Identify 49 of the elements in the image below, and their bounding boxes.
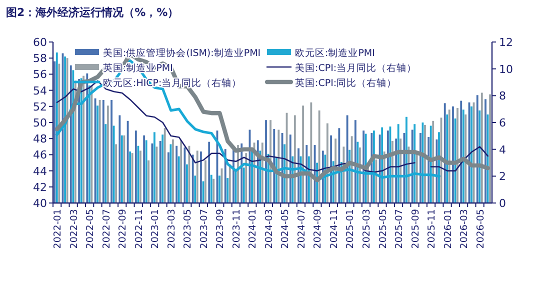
- x-tick-label: 2022-01: [52, 209, 64, 249]
- x-tick-label: 2025-09: [410, 209, 422, 249]
- y-tick-label: 56: [33, 68, 47, 82]
- x-tick-label: 2022-03: [68, 209, 80, 249]
- y-tick-label: 42: [33, 180, 47, 194]
- x-tick-label: 2023-05: [182, 209, 194, 249]
- x-tick-label: 2024-05: [280, 209, 292, 249]
- x-tick-label: 2023-11: [231, 209, 242, 249]
- y2-tick-label: 10: [499, 62, 513, 76]
- x-tick-label: 2022-05: [85, 209, 96, 249]
- y-tick-label: 40: [33, 197, 47, 210]
- y2-tick-label: 12: [499, 36, 513, 49]
- y-tick-label: 52: [33, 100, 47, 114]
- y-tick-label: 54: [33, 84, 47, 98]
- legend-label: 美国:CPI:当月同比（右轴）: [295, 62, 417, 74]
- x-tick-label: 2025-11: [426, 209, 438, 249]
- x-tick-label: 2024-01: [248, 209, 259, 249]
- x-tick-label: 2023-03: [166, 209, 178, 249]
- x-tick-label: 2026-03: [459, 209, 470, 249]
- y2-tick-label: 4: [499, 143, 506, 156]
- x-tick-label: 2022-11: [134, 209, 145, 249]
- legend-label: 英国:CPI:同比（右轴）: [295, 77, 397, 89]
- x-tick-label: 2022-09: [118, 209, 129, 249]
- x-tick-label: 2024-11: [328, 209, 340, 249]
- y-tick-label: 58: [33, 52, 47, 66]
- x-tick-label: 2026-01: [442, 209, 454, 249]
- x-tick-label: 2024-03: [264, 209, 275, 249]
- y2-tick-label: 8: [499, 90, 506, 103]
- x-tick-label: 2025-03: [361, 209, 372, 249]
- y-tick-label: 48: [33, 132, 47, 146]
- y-tick-label: 46: [33, 148, 47, 162]
- y-tick-label: 50: [33, 116, 47, 130]
- x-tick-label: 2023-09: [215, 209, 226, 249]
- y2-tick-label: 2: [499, 170, 506, 184]
- x-tick-label: 2023-07: [198, 209, 210, 249]
- x-tick-label: 2022-07: [101, 209, 112, 249]
- x-tick-label: 2023-01: [150, 209, 162, 249]
- y2-tick-label: 0: [499, 197, 506, 210]
- x-tick-label: 2026-05: [475, 209, 486, 249]
- x-tick-label: 2025-05: [378, 209, 389, 249]
- x-tick-label: 2024-09: [312, 209, 324, 249]
- y-tick-label: 44: [33, 164, 47, 178]
- chart-title: 图2：海外经济运行情况（%，%）: [6, 6, 179, 19]
- legend-label: 欧元区:制造业PMI: [295, 47, 375, 59]
- y2-tick-label: 6: [499, 116, 506, 130]
- x-tick-label: 2024-07: [296, 209, 308, 249]
- y-tick-label: 60: [33, 36, 47, 49]
- x-tick-label: 2025-01: [345, 209, 356, 249]
- x-tick-label: 2025-07: [394, 209, 406, 249]
